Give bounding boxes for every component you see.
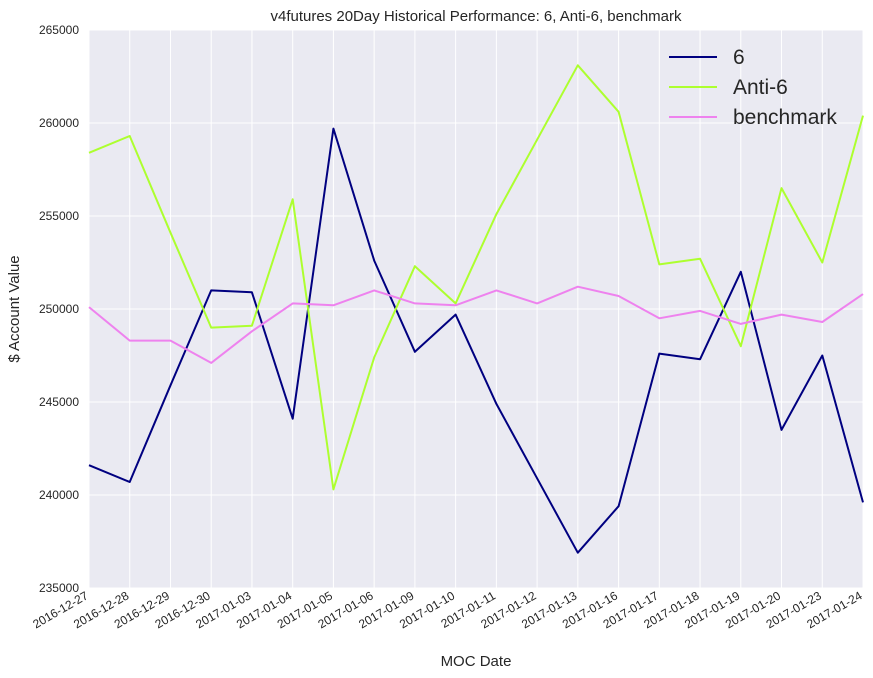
y-tick-label: 235000 [39, 581, 79, 595]
legend: 6 Anti-6 benchmark [669, 46, 837, 129]
series-layer [88, 64, 864, 554]
series-line-0 [88, 127, 864, 554]
y-tick-label: 240000 [39, 488, 79, 502]
grid-lines [88, 29, 864, 589]
legend-label: Anti-6 [733, 76, 788, 99]
series-line-1 [88, 64, 864, 491]
y-tick-label: 245000 [39, 395, 79, 409]
legend-label: benchmark [733, 106, 837, 129]
y-axis: 235000 240000 245000 250000 255000 260000 2650… [39, 23, 79, 595]
series-line-2 [88, 285, 864, 364]
chart-title: v4futures 20Day Historical Performance: … [270, 8, 682, 25]
x-axis-title: MOC Date [441, 653, 512, 670]
y-tick-label: 265000 [39, 23, 79, 37]
legend-label: 6 [733, 46, 745, 69]
x-axis: 2016-12-272016-12-282016-12-292016-12-30… [30, 588, 864, 631]
y-tick-label: 260000 [39, 116, 79, 130]
y-axis-title: $ Account Value [6, 255, 23, 362]
y-tick-label: 255000 [39, 209, 79, 223]
y-tick-label: 250000 [39, 302, 79, 316]
